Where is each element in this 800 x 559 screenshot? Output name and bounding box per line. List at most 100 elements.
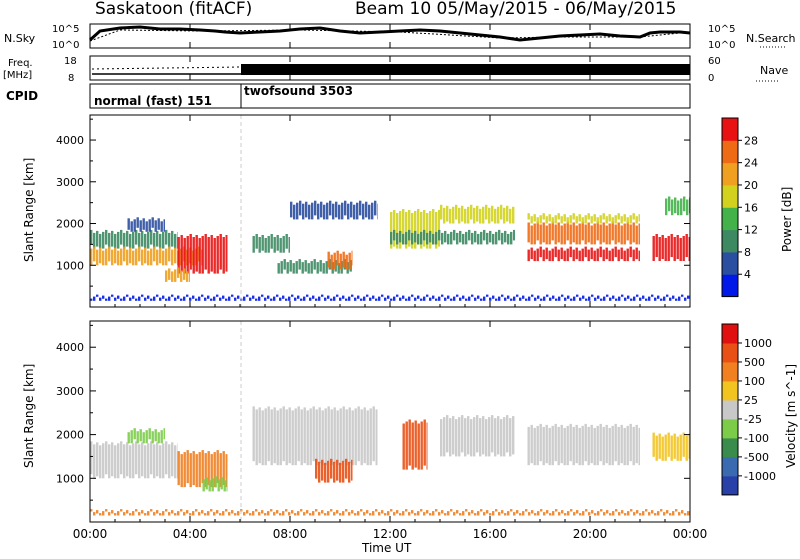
cpid-mode-twofsound: twofsound 3503	[244, 84, 353, 98]
time-tick-label: 00:00	[73, 527, 108, 541]
velocity-cell	[129, 445, 132, 479]
power-cell	[120, 229, 123, 245]
power-cell	[311, 202, 314, 220]
velocity-cell	[636, 510, 639, 514]
velocity-cell	[222, 511, 225, 516]
power-cell	[611, 217, 614, 224]
velocity-cell	[551, 425, 554, 466]
power-cell	[633, 296, 636, 301]
power-cell	[527, 213, 530, 220]
power-cell	[615, 298, 618, 301]
power-cell	[341, 202, 344, 220]
power-cell	[285, 234, 288, 249]
power-cell	[114, 297, 117, 301]
power-cell	[345, 298, 348, 301]
velocity-cell	[471, 510, 474, 514]
velocity-cell	[459, 513, 462, 516]
velocity-y-tick-label: 1000	[56, 472, 84, 485]
velocity-panel-bg	[90, 321, 690, 522]
power-cell	[306, 294, 309, 297]
velocity-cell	[279, 408, 282, 466]
power-cell	[393, 296, 396, 301]
velocity-cell	[623, 427, 626, 466]
power-cell	[450, 231, 453, 245]
velocity-cell	[363, 407, 366, 464]
velocity-colorbar-tick-label: -500	[744, 451, 769, 464]
power-cell	[575, 225, 578, 245]
power-cell	[552, 295, 555, 299]
power-cell	[327, 295, 330, 299]
power-cell	[668, 196, 671, 212]
velocity-cell	[470, 419, 473, 457]
velocity-cell	[684, 513, 687, 516]
power-cell	[174, 297, 177, 301]
power-cell	[462, 233, 465, 245]
power-cell	[602, 222, 605, 243]
power-cell	[213, 296, 216, 301]
power-cell	[157, 218, 160, 230]
power-cell	[608, 250, 611, 262]
power-cell	[252, 295, 255, 299]
velocity-cell	[582, 511, 585, 516]
time-tick-label: 20:00	[573, 527, 608, 541]
velocity-cell	[504, 513, 507, 516]
velocity-cell	[509, 418, 512, 457]
velocity-cell	[611, 425, 614, 466]
velocity-cell	[318, 407, 321, 464]
power-cell	[192, 295, 195, 299]
power-cell	[630, 298, 633, 301]
power-cell	[293, 204, 296, 220]
power-cell	[678, 296, 681, 301]
velocity-colorbar-segment	[722, 324, 738, 344]
freq-left-tick-top: 18	[64, 56, 77, 67]
power-cell	[584, 215, 587, 224]
velocity-cell	[327, 406, 330, 462]
station-title: Saskatoon (fitACF)	[95, 0, 252, 19]
velocity-band	[202, 476, 228, 492]
power-band	[165, 267, 190, 282]
power-cell	[99, 247, 102, 264]
power-cell	[480, 231, 483, 245]
power-cell	[307, 263, 310, 274]
power-cell	[174, 247, 177, 264]
velocity-cell	[534, 513, 537, 516]
velocity-cell	[614, 423, 617, 462]
power-cell	[127, 218, 130, 230]
power-cell	[492, 295, 495, 299]
velocity-cell	[510, 509, 513, 512]
velocity-cell	[530, 424, 533, 464]
power-cell	[120, 248, 123, 266]
velocity-colorbar-segment	[722, 437, 738, 458]
power-cell	[453, 296, 456, 301]
velocity-cell	[177, 443, 178, 479]
velocity-cell	[546, 510, 549, 514]
power-colorbar-segment	[722, 162, 738, 186]
velocity-cell	[132, 443, 135, 479]
power-colorbar-tick-label: 4	[744, 268, 751, 281]
power-colorbar: 4 8 12 16 20 24 28	[721, 117, 758, 298]
power-cell	[267, 236, 270, 253]
power-cell	[587, 249, 590, 262]
power-cell	[471, 294, 474, 297]
power-cell	[564, 297, 567, 301]
power-cell	[198, 238, 201, 274]
velocity-cell	[102, 511, 105, 516]
power-cell	[455, 204, 458, 220]
velocity-panel: 1000 2000 3000 4000 Slant Range [km] 1000 50…	[22, 320, 798, 523]
velocity-cell	[219, 453, 222, 488]
velocity-cell	[682, 432, 685, 457]
power-cell	[664, 238, 667, 261]
power-cell	[411, 232, 414, 245]
power-cell	[561, 294, 564, 297]
power-cell	[548, 214, 551, 222]
power-cell	[683, 196, 686, 212]
power-cell	[435, 212, 438, 249]
power-cell	[399, 230, 402, 243]
velocity-cell	[351, 510, 354, 514]
velocity-y-tick-label: 2000	[56, 429, 84, 442]
power-cell	[657, 295, 660, 299]
power-cell	[611, 248, 614, 262]
power-cell	[566, 248, 569, 262]
power-cell	[295, 261, 298, 274]
time-tick-label: 00:00	[673, 527, 708, 541]
